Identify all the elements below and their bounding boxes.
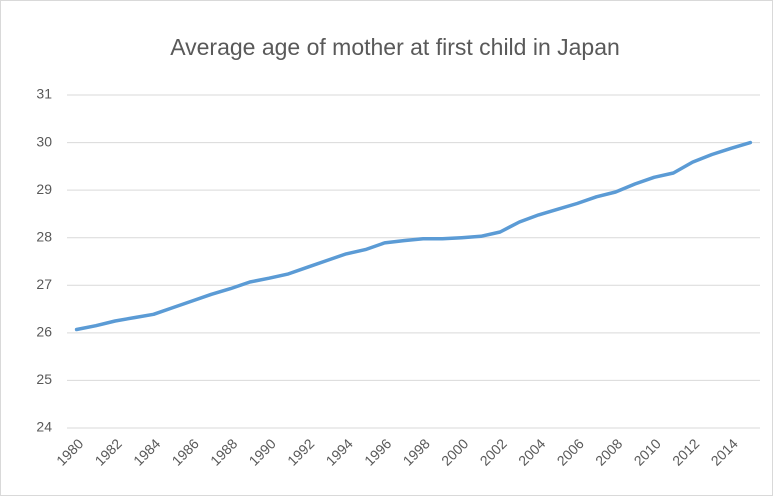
y-tick-label: 29 [36,181,52,197]
y-tick-label: 30 [36,133,52,149]
y-tick-label: 28 [36,228,52,244]
y-tick-label: 31 [36,86,52,102]
chart-title: Average age of mother at first child in … [170,34,620,60]
y-tick-label: 27 [36,276,52,292]
y-tick-label: 25 [36,371,52,387]
y-tick-label: 26 [36,324,52,340]
y-tick-label: 24 [36,419,52,435]
line-series [74,140,753,332]
